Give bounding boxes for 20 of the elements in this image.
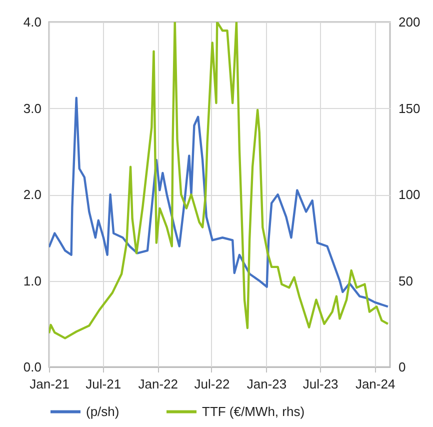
x-tick-label: Jan-24	[355, 376, 396, 392]
legend-label: TTF (€/MWh, rhs)	[202, 404, 305, 419]
x-tick-label: Jan-23	[246, 376, 287, 392]
y2-tick-label: 200	[398, 14, 420, 30]
x-tick-label: Jan-22	[138, 376, 178, 392]
line-series	[49, 96, 390, 308]
y-tick-label: 4.0	[23, 14, 42, 30]
legend-label: (p/sh)	[86, 404, 120, 419]
y2-tick-label: 100	[398, 187, 420, 202]
y2-tick-label: 150	[398, 100, 420, 116]
x-tick-label: Jul-21	[86, 376, 122, 392]
x-tick-label: Jul-23	[302, 376, 338, 392]
y-tick-label: 1.0	[23, 273, 42, 288]
y-tick-label: 3.0	[23, 100, 42, 116]
x-tick-label: Jan-21	[30, 376, 70, 392]
y2-tick-label: 50	[398, 273, 413, 288]
y2-tick-label: 0	[398, 360, 406, 374]
y-tick-label: 0.0	[23, 360, 42, 374]
y-tick-label: 2.0	[23, 187, 42, 202]
x-tick-label: Jul-22	[194, 376, 230, 392]
